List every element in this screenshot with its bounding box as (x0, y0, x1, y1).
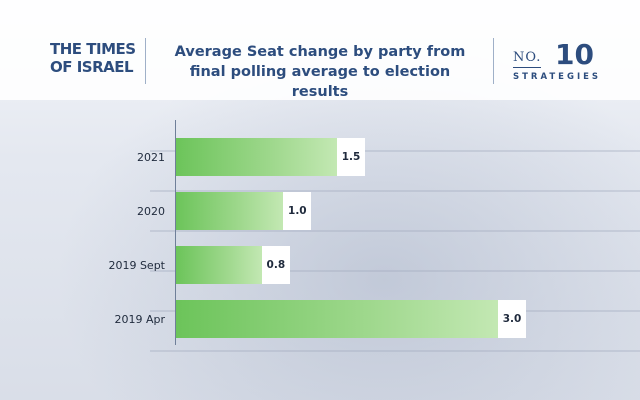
category-label: 2019 Sept (108, 259, 165, 272)
data-label: 3.0 (498, 300, 526, 338)
brand-number: 10 (555, 38, 594, 71)
category-label: 2020 (137, 205, 165, 218)
divider-left (145, 38, 146, 84)
brand-no: NO. (513, 50, 542, 68)
category-label: 2021 (137, 151, 165, 164)
data-label: 1.5 (337, 138, 365, 176)
bar (176, 138, 337, 176)
brand-strategies: STRATEGIES (513, 72, 602, 82)
data-label: 0.8 (261, 246, 290, 284)
data-label: 1.0 (283, 192, 312, 230)
logo-line-1: THE TIMES (50, 40, 136, 58)
y-axis-line (175, 120, 176, 345)
header-band: THE TIMES OF ISRAEL Average Seat change … (0, 0, 640, 100)
times-of-israel-logo: THE TIMES OF ISRAEL (50, 40, 140, 76)
logo-line-2: OF ISRAEL (50, 58, 134, 76)
chart-title: Average Seat change by party from final … (174, 44, 466, 100)
divider-right (493, 38, 494, 84)
bar (176, 192, 284, 230)
bar (176, 246, 262, 284)
bar (176, 300, 498, 338)
category-label: 2019 Apr (114, 313, 165, 326)
